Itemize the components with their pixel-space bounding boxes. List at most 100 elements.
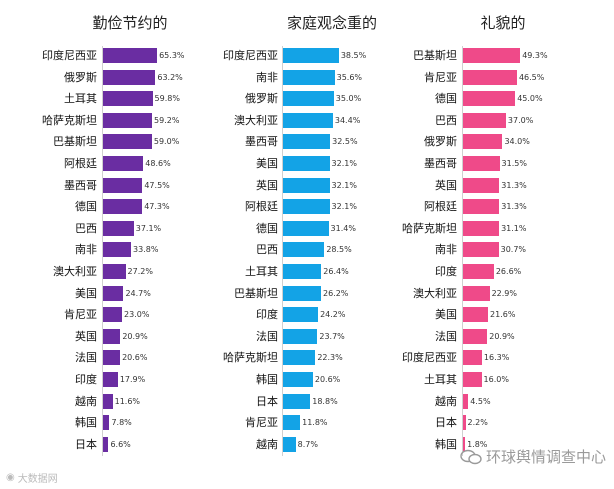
bar bbox=[283, 156, 330, 171]
category-label: 土耳其 bbox=[424, 373, 457, 386]
category-label: 日本 bbox=[256, 394, 278, 408]
category-label: 美国 bbox=[435, 308, 457, 322]
value-label: 32.1% bbox=[331, 202, 357, 212]
value-label: 20.6% bbox=[314, 375, 341, 384]
value-label: 31.5% bbox=[501, 159, 527, 168]
category-label: 英国 bbox=[435, 178, 457, 192]
value-label: 22.3% bbox=[317, 353, 343, 363]
bar bbox=[103, 307, 123, 323]
bar bbox=[283, 328, 318, 344]
bar bbox=[283, 112, 333, 128]
bar bbox=[463, 91, 516, 107]
category-label: 墨西哥 bbox=[245, 135, 278, 149]
value-label: 16.3% bbox=[483, 353, 510, 363]
bar bbox=[103, 285, 124, 301]
bar bbox=[463, 177, 500, 193]
value-label: 24.7% bbox=[125, 288, 151, 298]
category-label: 南非 bbox=[256, 70, 278, 84]
wechat-icon bbox=[460, 449, 482, 465]
value-label: 33.8% bbox=[133, 245, 159, 255]
bar bbox=[103, 177, 143, 193]
category-label: 韩国 bbox=[75, 416, 97, 430]
category-label: 澳大利亚 bbox=[234, 113, 278, 127]
bar bbox=[103, 199, 143, 215]
value-label: 30.7% bbox=[500, 245, 527, 255]
value-label: 63.2% bbox=[157, 72, 183, 82]
category-label: 印度尼西亚 bbox=[223, 49, 278, 62]
category-label: 巴西 bbox=[75, 221, 97, 235]
category-label: 南非 bbox=[75, 243, 97, 257]
category-label: 巴西 bbox=[435, 113, 457, 127]
value-label: 37.1% bbox=[135, 223, 162, 233]
category-label: 阿根廷 bbox=[245, 200, 278, 214]
bar bbox=[283, 264, 322, 279]
bar bbox=[463, 48, 521, 63]
category-label: 巴西 bbox=[256, 243, 278, 257]
bar bbox=[463, 134, 503, 150]
value-label: 46.5% bbox=[518, 72, 545, 82]
value-label: 45.0% bbox=[517, 94, 543, 104]
value-label: 20.6% bbox=[122, 353, 148, 363]
bar bbox=[283, 199, 330, 215]
category-label: 法国 bbox=[435, 329, 457, 343]
category-label: 巴基斯坦 bbox=[53, 135, 97, 149]
value-label: 32.1% bbox=[331, 159, 357, 168]
category-label: 法国 bbox=[256, 329, 278, 343]
category-label: 澳大利亚 bbox=[413, 286, 457, 300]
value-label: 32.5% bbox=[332, 137, 358, 147]
bar bbox=[103, 350, 121, 366]
chart-title-2: 家庭观念重的 bbox=[286, 14, 377, 32]
bar bbox=[283, 436, 296, 452]
category-label: 印度尼西亚 bbox=[42, 49, 97, 62]
category-label: 德国 bbox=[435, 92, 457, 106]
bar bbox=[283, 307, 319, 323]
category-label: 哈萨克斯坦 bbox=[42, 113, 97, 127]
watermark-right-text: 环球舆情调查中心 bbox=[485, 448, 606, 466]
bar bbox=[463, 156, 500, 171]
category-label: 英国 bbox=[75, 329, 97, 343]
category-label: 阿根廷 bbox=[64, 157, 97, 170]
bar bbox=[283, 69, 335, 85]
bar bbox=[463, 436, 466, 452]
bar bbox=[463, 199, 500, 215]
category-label: 日本 bbox=[75, 437, 97, 451]
bar bbox=[103, 220, 134, 236]
value-label: 31.1% bbox=[501, 223, 527, 233]
value-label: 59.8% bbox=[154, 94, 180, 104]
category-label: 土耳其 bbox=[64, 92, 97, 106]
bar bbox=[103, 134, 152, 150]
category-label: 美国 bbox=[75, 286, 97, 300]
value-label: 11.8% bbox=[302, 418, 328, 428]
watermark-left: ◉ 大数据网 bbox=[6, 470, 58, 485]
category-label: 哈萨克斯坦 bbox=[402, 221, 457, 235]
bar bbox=[463, 372, 482, 387]
bar bbox=[103, 328, 121, 344]
bar bbox=[283, 350, 316, 366]
watermark-left-text: 大数据网 bbox=[17, 474, 58, 485]
category-label: 越南 bbox=[435, 394, 457, 408]
value-label: 20.9% bbox=[122, 331, 148, 341]
value-label: 8.7% bbox=[297, 439, 318, 449]
category-label: 南非 bbox=[435, 243, 457, 257]
value-label: 59.0% bbox=[153, 137, 180, 147]
category-label: 德国 bbox=[75, 200, 97, 214]
value-label: 47.3% bbox=[144, 202, 170, 212]
bar bbox=[103, 112, 153, 128]
weibo-icon: ◉ bbox=[6, 472, 15, 483]
category-label: 美国 bbox=[256, 157, 278, 170]
bar bbox=[283, 91, 334, 107]
bar bbox=[283, 285, 321, 301]
value-label: 4.5% bbox=[470, 396, 491, 406]
bar bbox=[283, 242, 325, 258]
category-label: 阿根廷 bbox=[424, 200, 457, 214]
bar bbox=[103, 69, 156, 85]
value-label: 1.8% bbox=[467, 439, 488, 449]
category-label: 英国 bbox=[256, 178, 278, 192]
value-label: 2.2% bbox=[467, 418, 488, 428]
bar bbox=[283, 134, 331, 150]
category-label: 印度 bbox=[75, 373, 97, 386]
value-label: 26.6% bbox=[495, 267, 522, 276]
value-label: 34.0% bbox=[504, 137, 530, 147]
bar bbox=[463, 328, 488, 344]
value-label: 31.3% bbox=[501, 180, 527, 190]
